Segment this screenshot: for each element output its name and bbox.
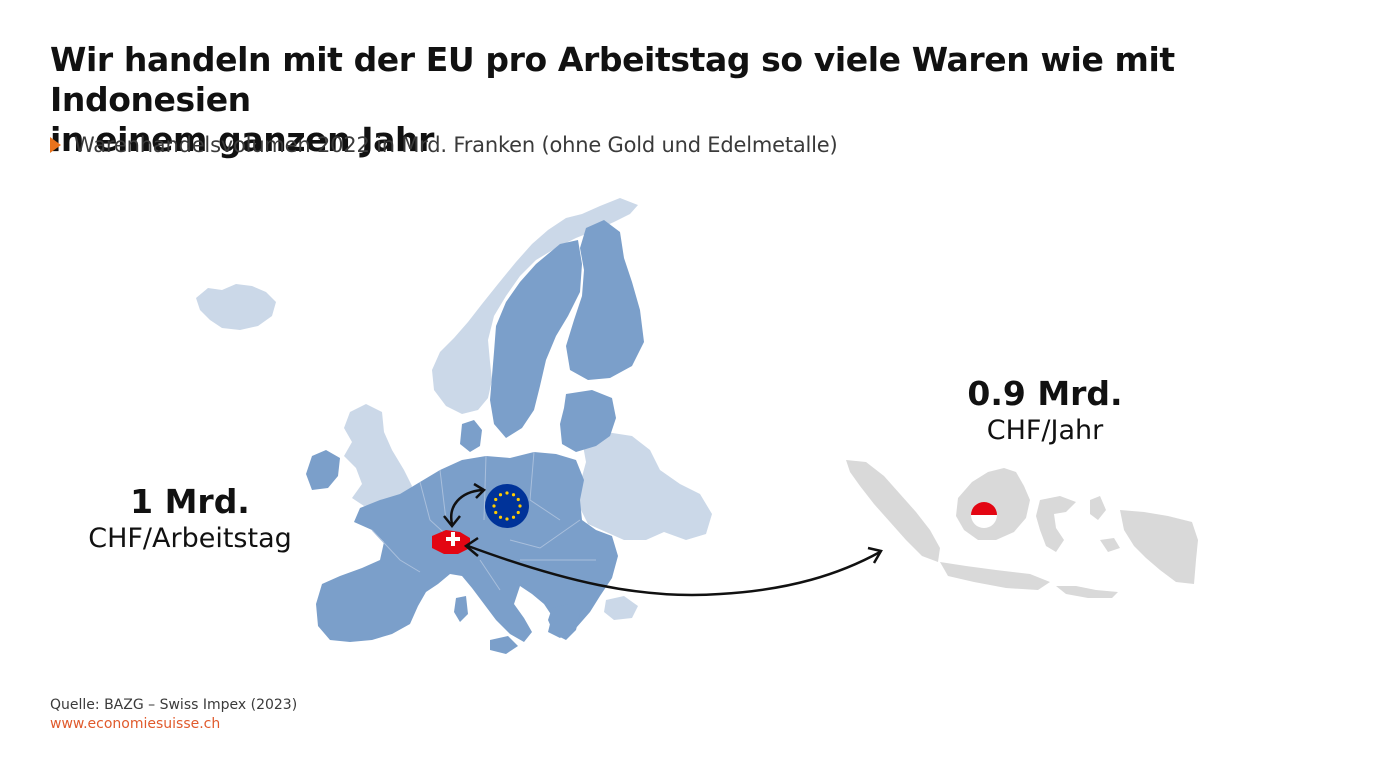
website-link[interactable]: www.economiesuisse.ch bbox=[50, 716, 221, 732]
eu-star-icon bbox=[516, 497, 520, 502]
eu-star-icon bbox=[498, 515, 503, 519]
uk-shape bbox=[344, 404, 412, 506]
eu-star-icon bbox=[494, 497, 498, 502]
subtitle: Warenhandelsvolumen 2022 in Mrd. Franken… bbox=[50, 131, 838, 159]
switzerland-eu-arrow bbox=[443, 482, 487, 529]
eu-star-icon bbox=[511, 515, 516, 519]
source-note: Quelle: BAZG – Swiss Impex (2023) bbox=[50, 697, 298, 713]
indonesia-trade-value: 0.9 Mrd. CHF/Jahr bbox=[920, 374, 1170, 448]
indonesia-trade-unit: CHF/Jahr bbox=[986, 415, 1104, 446]
greece-shape bbox=[548, 604, 580, 640]
maluku-shape bbox=[1090, 496, 1106, 520]
sardinia-shape bbox=[454, 596, 468, 622]
switzerland-indonesia-arrow bbox=[463, 536, 883, 597]
triangle-marker-icon bbox=[50, 137, 61, 153]
footer: Quelle: BAZG – Swiss Impex (2023) www.ec… bbox=[50, 696, 297, 734]
sulawesi-shape bbox=[1036, 496, 1076, 552]
eu-star-icon bbox=[505, 491, 509, 495]
border-lines bbox=[371, 451, 596, 591]
eu-star-icon bbox=[492, 504, 496, 508]
eu-flag-icon bbox=[485, 484, 529, 528]
baltics-shape bbox=[560, 390, 616, 452]
lesser-sunda-shape bbox=[1056, 586, 1118, 598]
eu-star-icon bbox=[518, 504, 522, 508]
maluku-south-shape bbox=[1100, 538, 1120, 552]
swiss-flag-icon bbox=[446, 532, 460, 546]
borneo-shape bbox=[956, 468, 1030, 540]
sicily-shape bbox=[490, 636, 518, 654]
title-line-2: in einem ganzen Jahr bbox=[50, 120, 435, 159]
eu-trade-amount: 1 Mrd. bbox=[130, 482, 250, 521]
denmark-shape bbox=[460, 420, 482, 452]
eu-trade-value: 1 Mrd. CHF/Arbeitstag bbox=[60, 482, 320, 556]
papua-shape bbox=[1120, 510, 1198, 584]
turkey-shape bbox=[604, 596, 638, 620]
finland-shape bbox=[566, 220, 644, 380]
iceland-shape bbox=[196, 284, 276, 330]
indonesia-flag-icon bbox=[971, 502, 997, 528]
eu-star-icon bbox=[516, 510, 520, 515]
eu-star-icon bbox=[511, 493, 516, 497]
indonesia-trade-amount: 0.9 Mrd. bbox=[967, 374, 1123, 413]
ireland-shape bbox=[306, 450, 340, 490]
title-line-1: Wir handeln mit der EU pro Arbeitstag so… bbox=[50, 40, 1175, 119]
indonesia-map bbox=[846, 460, 1198, 598]
ukraine-belarus-shape bbox=[578, 432, 712, 540]
eu-star-icon bbox=[494, 510, 498, 515]
norway-shape bbox=[432, 198, 638, 414]
sumatra-shape bbox=[846, 460, 940, 562]
eu-star-icon bbox=[498, 493, 503, 497]
eu-trade-unit: CHF/Arbeitstag bbox=[88, 523, 292, 554]
java-shape bbox=[940, 562, 1050, 590]
subtitle-text: Warenhandelsvolumen 2022 in Mrd. Franken… bbox=[74, 133, 838, 157]
eu-star-icon bbox=[505, 517, 509, 521]
sweden-shape bbox=[490, 240, 582, 438]
page-title: Wir handeln mit der EU pro Arbeitstag so… bbox=[50, 40, 1310, 160]
